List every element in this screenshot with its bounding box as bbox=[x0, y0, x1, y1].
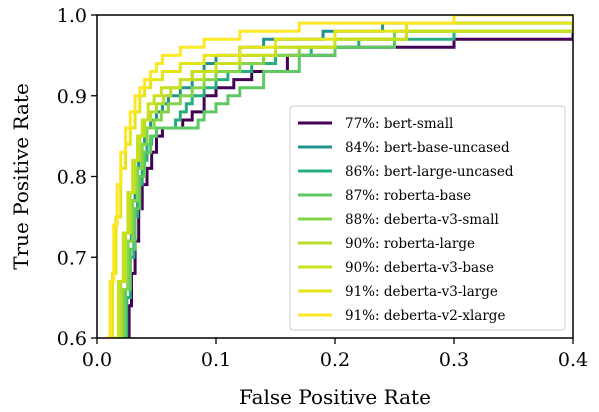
series-lines bbox=[106, 15, 573, 338]
legend-label-7: 90%: deberta-v3-base bbox=[345, 260, 494, 276]
legend-label-4: 87%: roberta-base bbox=[345, 188, 471, 204]
legend-frame bbox=[289, 105, 566, 331]
y-tick-label: 1.0 bbox=[57, 5, 87, 27]
series-line-4 bbox=[120, 29, 573, 338]
axis-ticks: 0.0 0.1 0.2 0.3 0.4 0.6 0.7 0.8 0.9 1.0 bbox=[57, 5, 588, 371]
y-tick-label: 0.6 bbox=[57, 328, 87, 350]
legend-label-9: 91%: deberta-v2-xlarge bbox=[345, 308, 505, 324]
x-tick-label: 0.0 bbox=[82, 349, 112, 371]
legend-label-2: 84%: bert-base-uncased bbox=[345, 140, 510, 156]
series-line-9 bbox=[106, 15, 573, 338]
x-tick-label: 0.4 bbox=[558, 349, 588, 371]
legend-label-8: 91%: deberta-v3-large bbox=[345, 284, 498, 300]
series-line-5 bbox=[118, 23, 573, 338]
series-line-7 bbox=[113, 29, 573, 338]
legend-label-6: 90%: roberta-large bbox=[345, 236, 475, 252]
y-tick-label: 0.9 bbox=[57, 86, 87, 108]
x-tick-label: 0.2 bbox=[320, 349, 350, 371]
y-axis-title: True Positive Rate bbox=[9, 83, 33, 270]
y-tick-label: 0.7 bbox=[57, 247, 87, 269]
y-tick-label: 0.8 bbox=[57, 167, 87, 189]
legend-label-5: 88%: deberta-v3-small bbox=[345, 212, 499, 228]
legend: 77%: bert-small 84%: bert-base-uncased 86%… bbox=[289, 105, 566, 331]
legend-label-1: 77%: bert-small bbox=[345, 116, 453, 132]
x-tick-label: 0.1 bbox=[201, 349, 231, 371]
legend-label-3: 86%: bert-large-uncased bbox=[345, 164, 514, 180]
x-axis-title: False Positive Rate bbox=[239, 385, 431, 409]
x-tick-label: 0.3 bbox=[439, 349, 469, 371]
